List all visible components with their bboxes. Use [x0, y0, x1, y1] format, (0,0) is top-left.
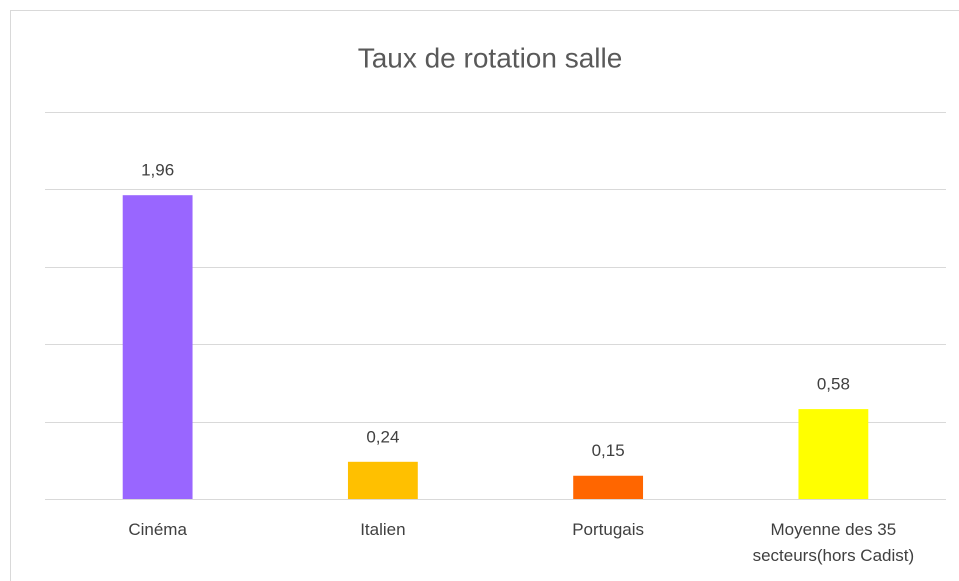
bar: [347, 461, 418, 499]
data-label: 0,15: [592, 441, 625, 460]
x-tick-label: Italien: [360, 520, 406, 539]
x-tick-label: Cinéma: [128, 520, 187, 539]
x-tick-label: Portugais: [572, 520, 645, 539]
data-label: 1,96: [141, 161, 174, 180]
bar: [798, 409, 869, 499]
data-label: 0,58: [817, 375, 850, 394]
x-tick-label: Moyenne des 35 secteurs(hors Cadist): [752, 520, 915, 565]
chart-title: Taux de rotation salle: [358, 42, 623, 73]
bar: [122, 195, 193, 499]
bar: [573, 475, 644, 499]
data-label: 0,24: [366, 427, 399, 446]
